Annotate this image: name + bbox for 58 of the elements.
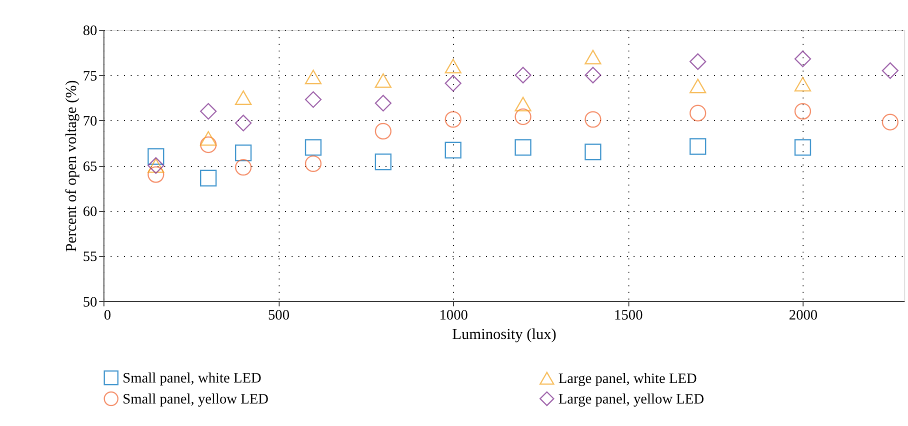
legend-label: Large panel, yellow LED [558, 392, 704, 408]
point [690, 138, 706, 155]
point [584, 144, 602, 160]
point [304, 139, 322, 156]
point [514, 139, 532, 156]
point [374, 122, 392, 140]
point [374, 73, 392, 88]
point [200, 170, 217, 186]
legend-label: Small panel, yellow LED [122, 392, 269, 408]
point [794, 76, 812, 92]
point [200, 136, 217, 154]
point [234, 90, 252, 106]
point [882, 62, 899, 79]
point [514, 108, 532, 126]
point [444, 58, 462, 74]
point [690, 53, 706, 70]
x-tick-label: 500 [268, 308, 290, 324]
point [794, 139, 812, 156]
point [304, 70, 322, 84]
point [234, 144, 252, 162]
point [584, 50, 602, 64]
legend-label: Large panel, white LED [558, 371, 697, 388]
legend-label: Small panel, white LED [122, 370, 262, 387]
x-axis-title: Luminosity (lux) [452, 326, 556, 343]
x-tick-label: 1000 [439, 308, 468, 324]
y-tick-label: 65 [82, 158, 98, 175]
y-tick-label: 55 [82, 249, 98, 266]
point [234, 158, 252, 176]
point [584, 66, 602, 84]
point [514, 96, 532, 112]
point [304, 155, 322, 172]
point [444, 142, 462, 158]
point [444, 74, 462, 92]
y-tick-label: 70 [82, 114, 98, 130]
point [514, 66, 532, 84]
point [882, 114, 899, 130]
point [794, 50, 812, 68]
y-tick-label: 80 [82, 23, 98, 40]
y-tick-label: 50 [82, 294, 98, 310]
y-tick-label: 75 [82, 68, 98, 84]
y-tick-label: 60 [82, 204, 98, 220]
point [234, 114, 252, 132]
point [200, 102, 217, 120]
point [794, 102, 812, 120]
x-tick-label: 0 [104, 308, 112, 324]
point [690, 78, 706, 94]
point [374, 154, 392, 170]
x-tick-label: 2000 [788, 308, 818, 324]
point [374, 94, 392, 112]
point [200, 131, 217, 146]
point [304, 91, 322, 108]
y-axis-title: Percent of open voltage (%) [63, 80, 80, 252]
point [690, 104, 706, 122]
x-tick-label: 1500 [614, 308, 643, 324]
point [584, 111, 602, 128]
point [444, 111, 462, 128]
point [148, 148, 164, 165]
point [148, 166, 164, 183]
